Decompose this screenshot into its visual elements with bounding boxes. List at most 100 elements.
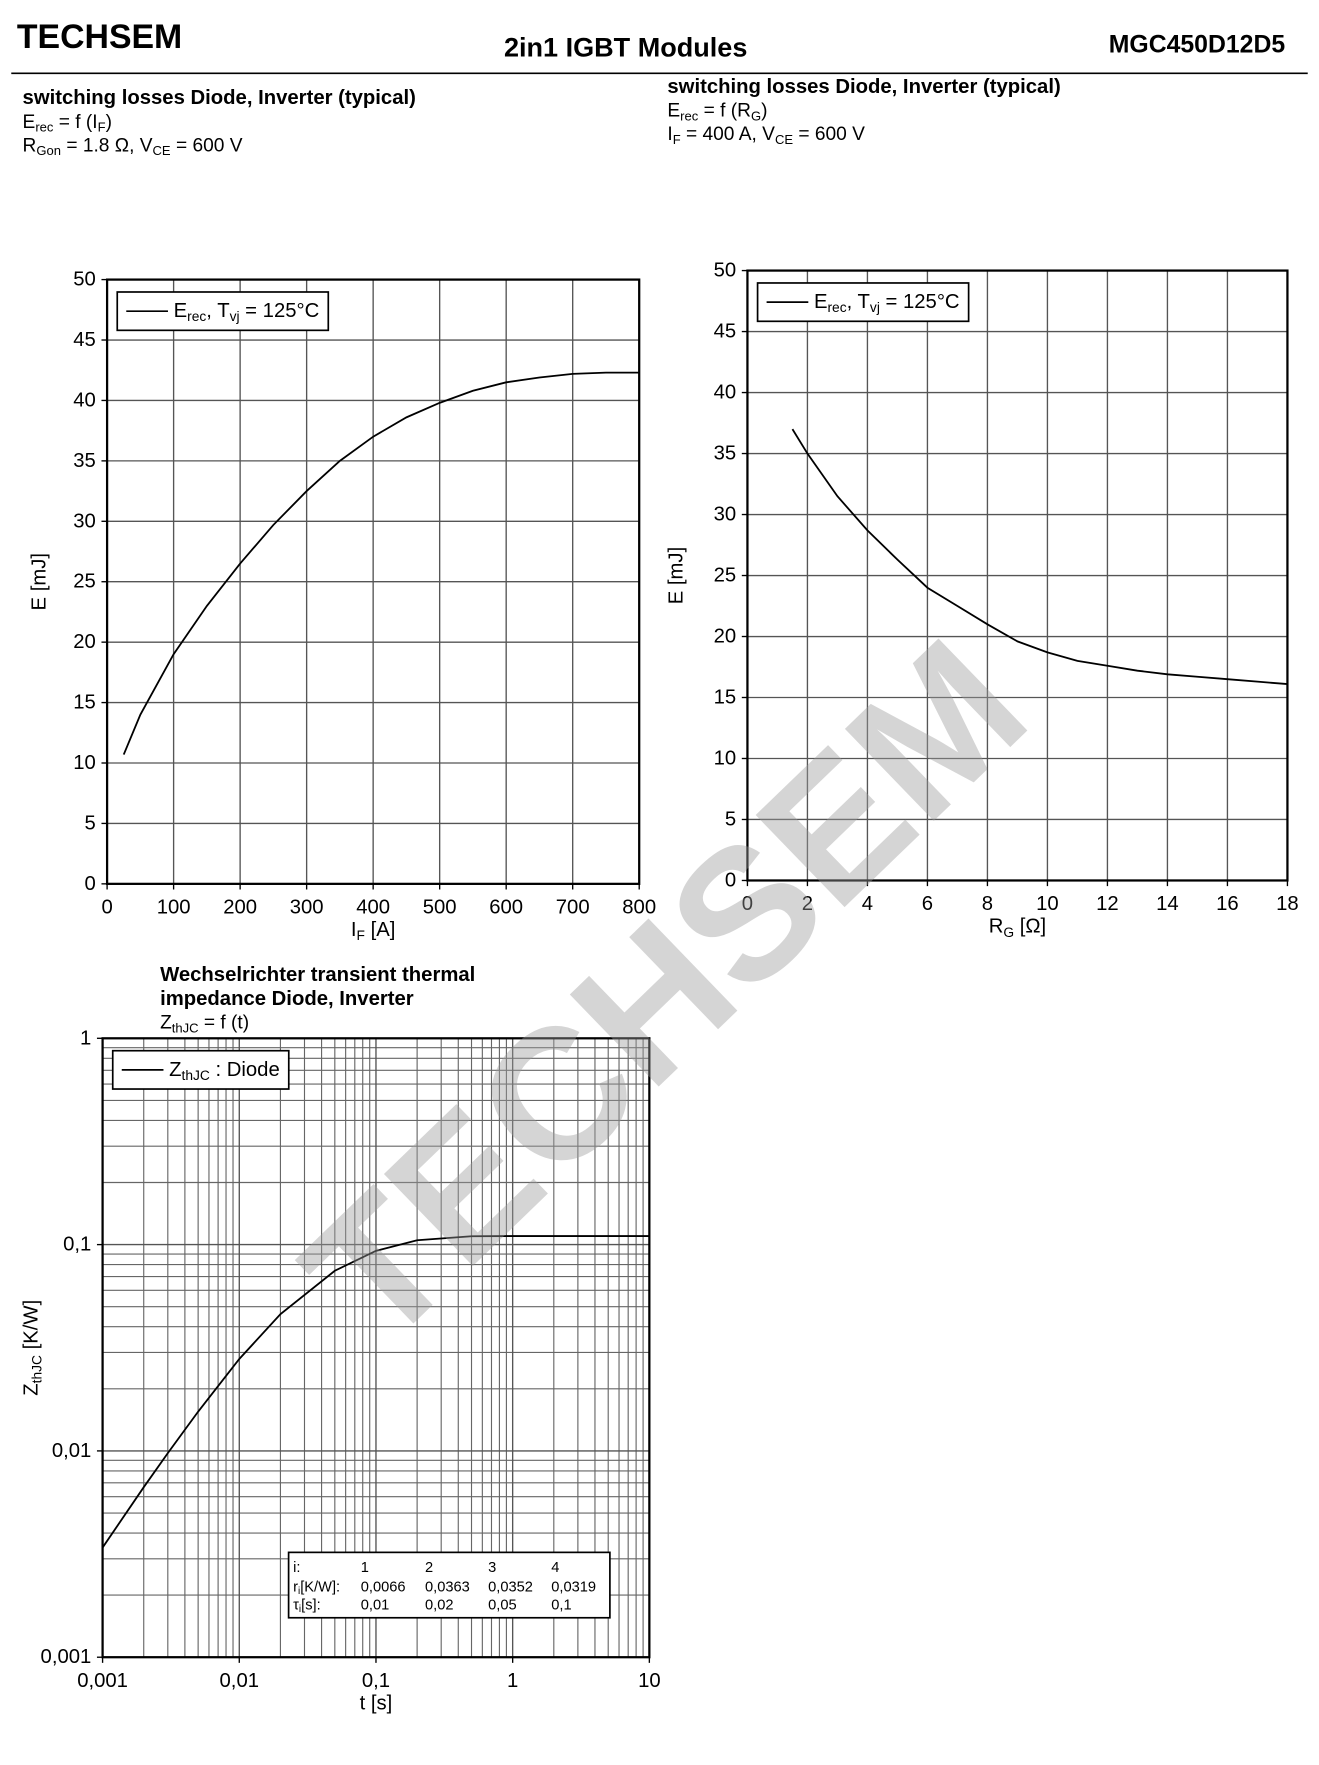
text-part: thJC (181, 1067, 209, 1082)
x-tick-label: 18 (1276, 893, 1299, 915)
y-tick-label: 0,001 (41, 1646, 92, 1668)
text-part: , T (206, 300, 229, 322)
text-part: r (293, 1579, 298, 1595)
text-part: : Diode (210, 1059, 280, 1081)
plot-frame (101, 1037, 651, 1659)
x-tick-label: 2 (802, 893, 813, 915)
text-part: = 125°C (240, 300, 320, 322)
text-part: vj (230, 309, 240, 324)
y-tick-label: 10 (714, 747, 737, 769)
text-part: R (23, 135, 37, 156)
text-part: CE (153, 143, 171, 158)
table-cell: 4 (551, 1560, 559, 1576)
x-tick-label: 4 (862, 893, 873, 915)
table-cell: 0,1 (551, 1597, 571, 1613)
y-axis-label: E [mJ] (665, 547, 687, 604)
x-tick-label: 0,01 (220, 1670, 259, 1692)
x-tick-label: 0,001 (77, 1670, 128, 1692)
table-cell: 1 (361, 1560, 369, 1576)
y-tick-label: 20 (73, 631, 96, 653)
y-tick-label: 30 (714, 504, 737, 526)
page-title: 2in1 IGBT Modules (504, 32, 747, 62)
x-axis-label: t [s] (360, 1692, 393, 1714)
chart-subtitle: RGon = 1.8 Ω, VCE = 600 V (23, 135, 243, 158)
legend-label: Erec, Tvj = 125°C (174, 300, 320, 324)
table-cell: ri[K/W]: (293, 1579, 340, 1596)
y-tick-label: 50 (714, 260, 737, 282)
table-cell: 3 (488, 1560, 496, 1576)
chart-subtitle: IF = 400 A, VCE = 600 V (667, 124, 865, 147)
table-cell: i: (293, 1560, 300, 1576)
text-part: CE (775, 131, 793, 146)
table-cell: τi[s]: (293, 1597, 321, 1614)
text-part: E (814, 291, 828, 313)
text-part: , T (847, 291, 870, 313)
text-part: = 1.8 Ω, V (61, 135, 153, 156)
text-part: = 600 V (793, 124, 865, 145)
x-tick-label: 800 (622, 897, 656, 919)
plot-frame (105, 278, 641, 885)
y-tick-label: 15 (714, 687, 737, 709)
text-part: R (989, 916, 1004, 938)
y-tick-label: 45 (714, 321, 737, 343)
y-tick-label: 25 (714, 565, 737, 587)
text-part: ) (761, 100, 767, 121)
text-part: G (1003, 924, 1014, 939)
table-box (287, 1551, 611, 1619)
table-cell: 0,0363 (425, 1579, 470, 1595)
y-tick-label: 0,1 (63, 1234, 91, 1256)
x-tick-label: 1 (507, 1670, 518, 1692)
y-tick-label: 1 (80, 1027, 91, 1049)
y-tick-label: 15 (73, 692, 96, 714)
x-tick-label: 300 (290, 897, 324, 919)
chart-subtitle: Erec = f (IF) (23, 111, 112, 134)
text-part: Z (169, 1059, 181, 1081)
x-tick-label: 700 (556, 897, 590, 919)
text-part: E [mJ] (665, 547, 687, 604)
text-part: t [s] (360, 1692, 393, 1714)
y-axis-label: E [mJ] (28, 553, 50, 610)
table-cell: 0,01 (361, 1597, 390, 1613)
text-part: = f (R (698, 100, 751, 121)
text-part: F (357, 928, 365, 943)
x-tick-label: 0 (101, 897, 112, 919)
y-axis-label: ZthJC [K/W] (21, 1300, 45, 1396)
part-number: MGC450D12D5 (1109, 32, 1286, 59)
plot-frame (746, 269, 1289, 882)
chart-title: Wechselrichter transient thermal (160, 964, 475, 986)
table-cell: 0,02 (425, 1597, 454, 1613)
chart-subtitle: ZthJC = f (t) (160, 1012, 249, 1035)
y-tick-label: 40 (714, 382, 737, 404)
x-tick-label: 500 (423, 897, 457, 919)
text-part: I (667, 124, 672, 145)
text-part: [K/W] (21, 1300, 43, 1355)
y-tick-label: 50 (73, 269, 96, 291)
legend-label: ZthJC : Diode (169, 1059, 280, 1083)
table-cell: 0,0319 (551, 1579, 596, 1595)
x-tick-label: 14 (1156, 893, 1179, 915)
text-part: [Ω] (1014, 916, 1046, 938)
text-part: i (298, 1585, 300, 1596)
chart-subtitle: Erec = f (RG) (667, 100, 767, 123)
text-part: i (299, 1604, 301, 1615)
chart-title: switching losses Diode, Inverter (typica… (667, 76, 1060, 98)
text-part: = f (I (53, 111, 97, 132)
text-part: F (673, 131, 681, 146)
text-part: [A] (365, 919, 395, 941)
y-tick-label: 30 (73, 510, 96, 532)
table-cell: 0,0352 (488, 1579, 533, 1595)
text-part: [K/W]: (300, 1579, 340, 1595)
y-tick-label: 5 (85, 812, 96, 834)
text-part: τ (293, 1597, 299, 1613)
text-part: = 400 A, V (681, 124, 775, 145)
y-tick-label: 0 (725, 869, 736, 891)
text-part: F (98, 119, 106, 134)
x-tick-label: 0,1 (362, 1670, 390, 1692)
text-part: rec (35, 119, 54, 134)
x-tick-label: 16 (1216, 893, 1239, 915)
table-cell: 0,05 (488, 1597, 516, 1613)
x-tick-label: 400 (356, 897, 390, 919)
text-part: G (751, 108, 761, 123)
text-part: Z (160, 1012, 172, 1033)
y-tick-label: 35 (73, 450, 96, 472)
